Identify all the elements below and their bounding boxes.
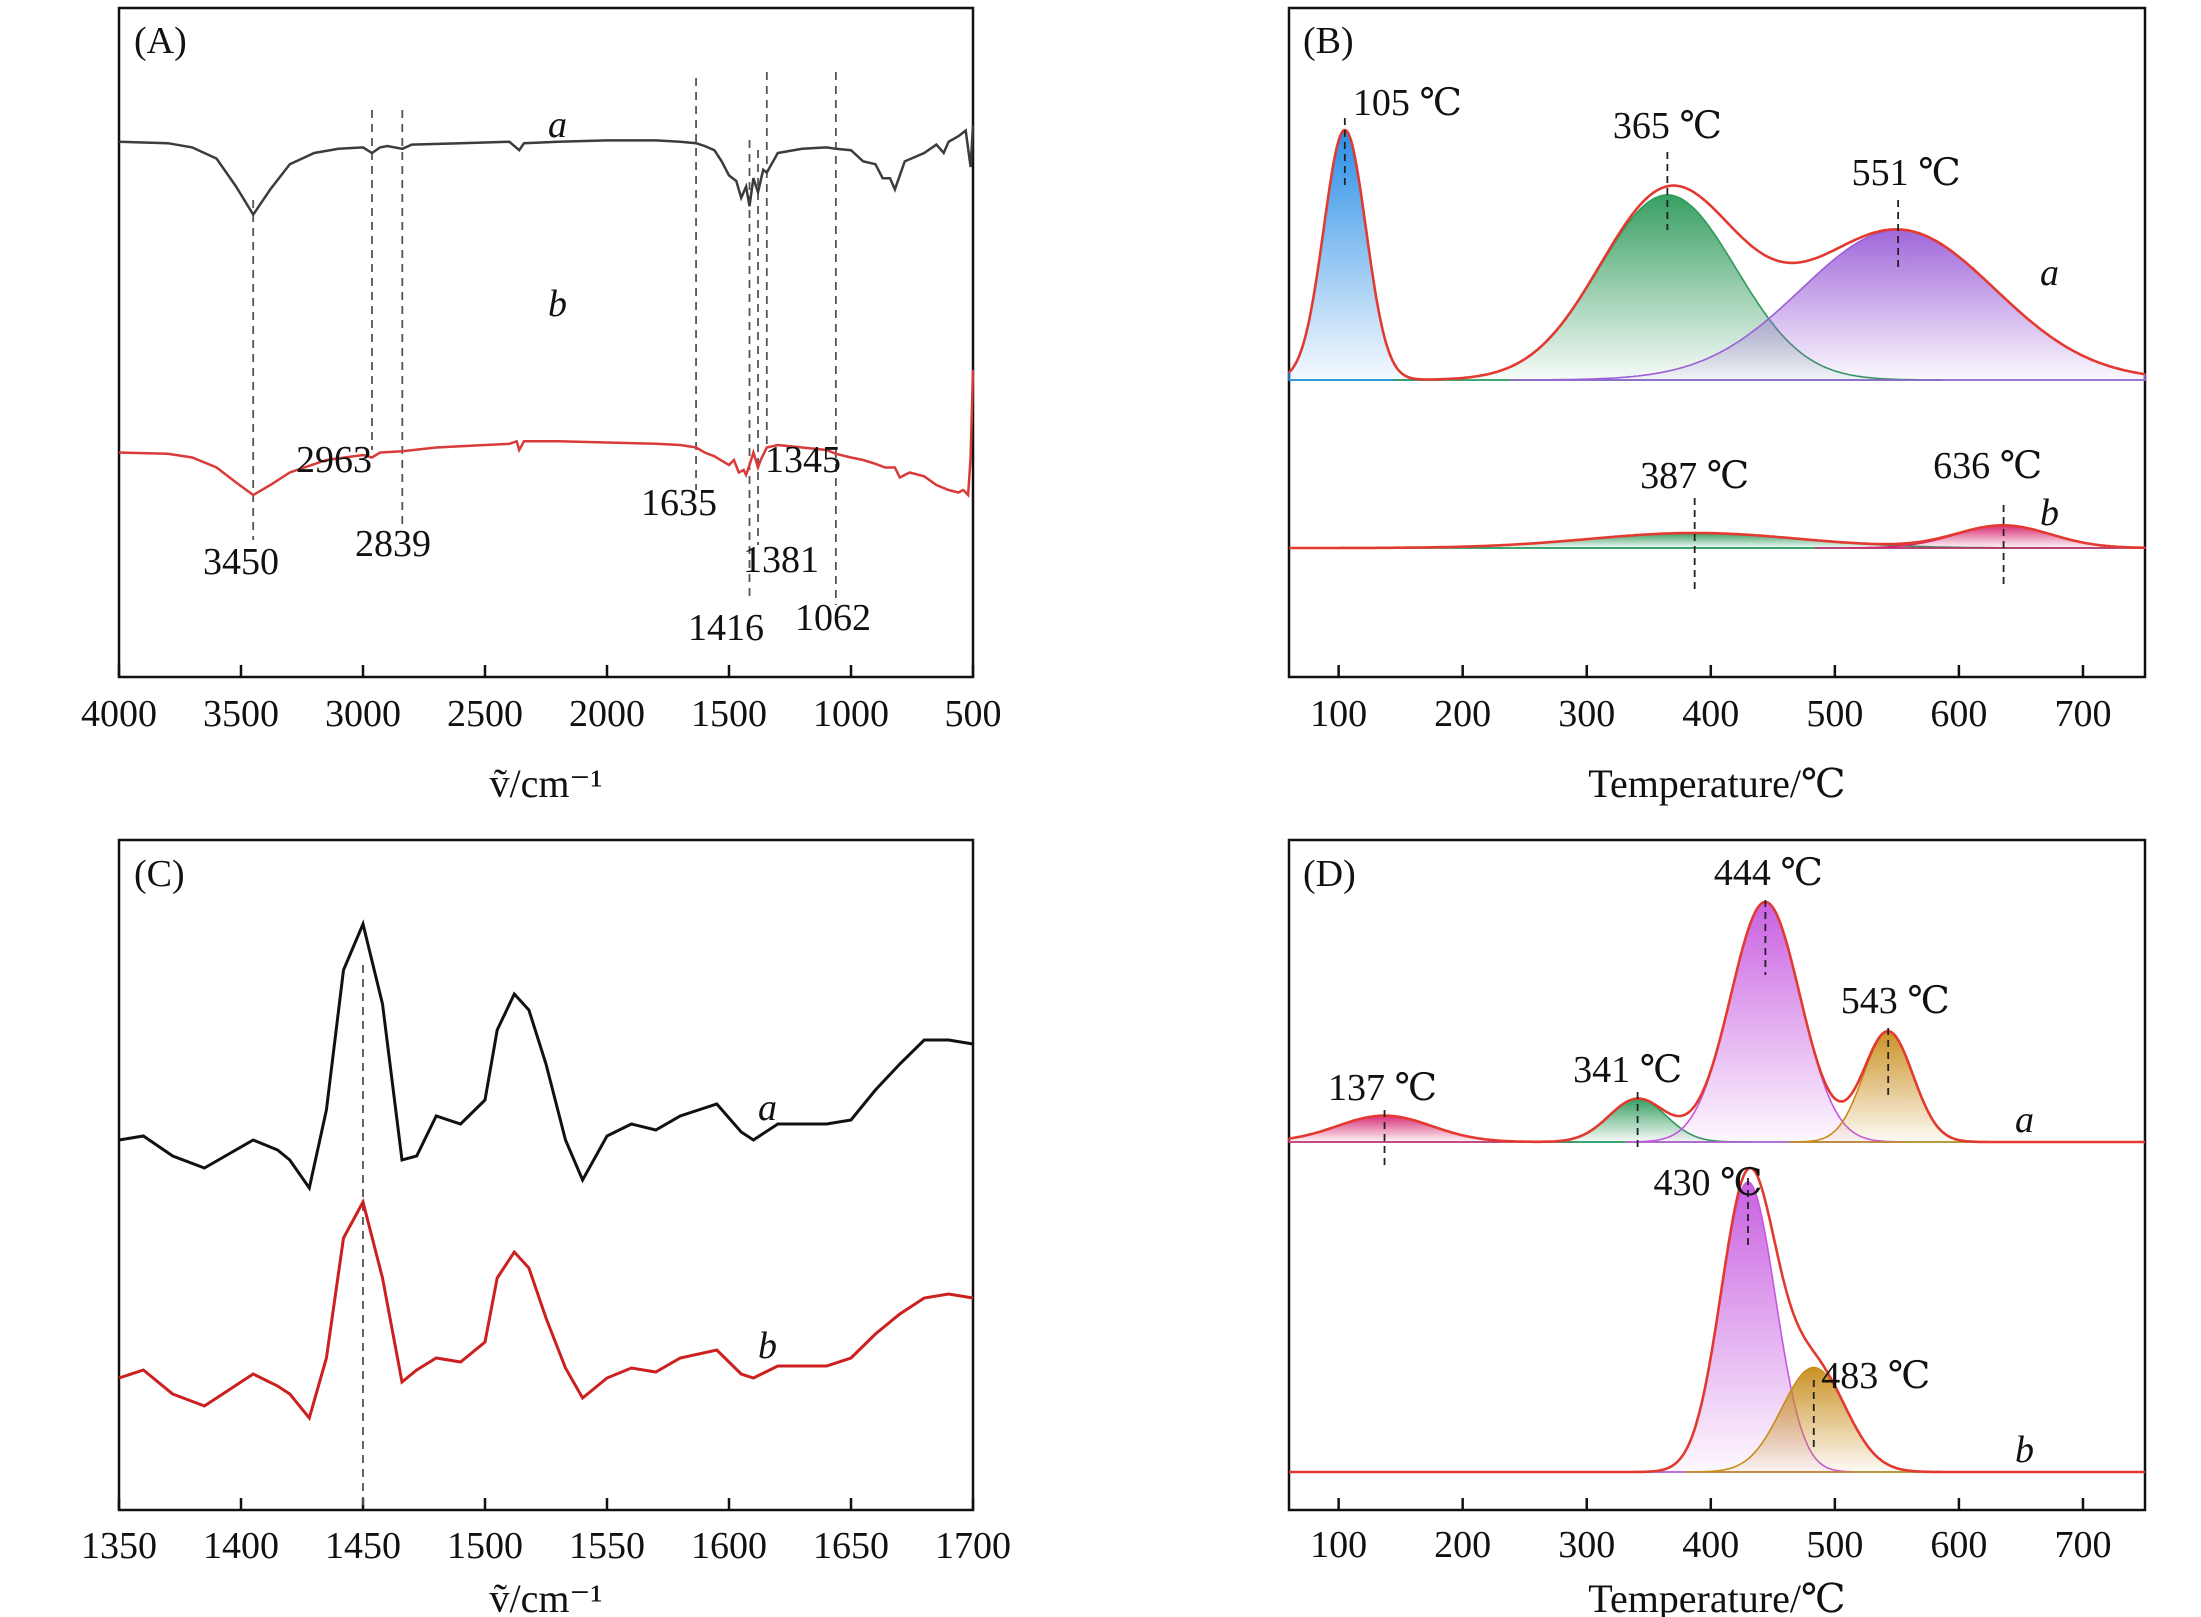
x-tick-label: 1500 [691,693,767,735]
panel-b-series-a-label: a [2040,252,2059,294]
peak-label-a-444: 444 ℃ [1714,852,1823,894]
fit-curve-b [1289,1166,2145,1474]
x-tick-label: 1650 [813,1525,889,1567]
panel-a-series-a-line [118,124,975,217]
x-tick-label: 1700 [935,1525,1011,1567]
panel-a-x-ticks: 4000 3500 3000 2500 2000 1500 1000 500 [81,665,1002,735]
panel-c-x-axis-label: ṽ/cm⁻¹ [489,1576,602,1617]
x-tick-label: 600 [1930,693,1987,735]
panel-a-frame [117,6,975,679]
panel-d-label: (D) [1303,853,1356,895]
x-tick-label: 1000 [813,693,889,735]
x-tick-label: 4000 [81,693,157,735]
x-tick-label: 1600 [691,1525,767,1567]
x-tick-label: 2000 [569,693,645,735]
panel-b-series-b-label: b [2040,492,2059,534]
annotation-3450: 3450 [203,541,279,583]
panel-d: (D) 100 200 300 400 500 600 700 137 ℃ 341 ℃ 444 … [1287,838,2147,1617]
panel-c-x-ticks: 1350 1400 1450 1500 1550 1600 1650 1700 [81,1498,1011,1567]
annotation-1345: 1345 [765,439,841,481]
annotation-2963: 2963 [296,439,372,481]
x-tick-label: 1550 [569,1525,645,1567]
peak-label-b-387: 387 ℃ [1640,455,1749,497]
panel-d-series-a-label: a [2015,1099,2034,1141]
peak-label-a-365: 365 ℃ [1613,105,1722,147]
annotation-1381: 1381 [743,539,819,581]
x-tick-label: 2500 [447,693,523,735]
peak-label-b-430: 430 ℃ [1654,1162,1763,1204]
panel-b: (B) 100 200 300 400 500 600 700 105 ℃ 365 ℃ 551 … [1287,6,2147,806]
x-tick-label: 3500 [203,693,279,735]
panel-d-series-b-label: b [2015,1429,2034,1471]
x-tick-label: 500 [1806,693,1863,735]
x-tick-label: 300 [1558,1524,1615,1566]
peak-label-b-483: 483 ℃ [1821,1355,1930,1397]
x-tick-label: 100 [1310,693,1367,735]
x-tick-label: 1350 [81,1525,157,1567]
peak-label-a-543: 543 ℃ [1841,980,1950,1022]
panel-a-x-axis-label: ṽ/cm⁻¹ [489,761,602,806]
annotation-1635: 1635 [641,482,717,524]
annotation-2839: 2839 [355,523,431,565]
annotation-1062: 1062 [795,597,871,639]
x-tick-label: 100 [1310,1524,1367,1566]
peak-label-a-551: 551 ℃ [1852,152,1961,194]
fit-curve-a [1288,128,2146,381]
fit-curve-b [1289,524,2145,550]
panel-c: (C) 1350 1400 1450 1500 1550 1600 1650 1700 a b… [81,838,1011,1617]
panel-d-frame [1287,838,2147,1512]
x-tick-label: 1400 [203,1525,279,1567]
x-tick-label: 400 [1682,693,1739,735]
annotation-1416: 1416 [688,607,764,649]
panel-b-label: (B) [1303,20,1354,62]
x-tick-label: 300 [1558,693,1615,735]
x-tick-label: 1500 [447,1525,523,1567]
panel-b-frame [1287,6,2147,679]
fit-curve-a [1288,900,2145,1144]
peak-label-b-636: 636 ℃ [1933,445,2042,487]
panel-d-peaks: 137 ℃ 341 ℃ 444 ℃ 543 ℃ 430 ℃ 483 ℃ [1288,852,2145,1474]
x-tick-label: 700 [2054,1524,2111,1566]
panel-b-x-axis-label: Temperature/℃ [1588,761,1845,806]
panel-a-series-b-label: b [548,283,567,325]
peak-label-a-341: 341 ℃ [1573,1049,1682,1091]
panel-a: (A) 4000 3500 3000 2500 2000 1500 1000 500 a b … [81,6,1002,806]
panel-c-series-b-label: b [758,1325,777,1367]
panel-c-label: (C) [134,853,185,895]
panel-d-x-axis-label: Temperature/℃ [1588,1576,1845,1617]
panel-c-series-a-line [118,919,974,1192]
panel-d-x-ticks: 100 200 300 400 500 600 700 [1310,1498,2111,1566]
x-tick-label: 500 [945,693,1002,735]
panel-a-series-b-line [118,369,975,498]
panel-c-series-a-label: a [758,1087,777,1129]
panel-a-series-a-label: a [548,104,567,146]
panel-b-peaks: 105 ℃ 365 ℃ 551 ℃ 387 ℃ 636 ℃ [1288,82,2146,590]
x-tick-label: 3000 [325,693,401,735]
x-tick-label: 200 [1434,693,1491,735]
x-tick-label: 500 [1806,1524,1863,1566]
panel-b-x-ticks: 100 200 300 400 500 600 700 [1310,665,2111,735]
panel-a-label: (A) [134,20,187,62]
x-tick-label: 600 [1930,1524,1987,1566]
panel-c-frame [117,838,975,1512]
panel-c-series-b-line [118,1197,974,1422]
peak-a-105 [1288,129,1430,381]
x-tick-label: 1450 [325,1525,401,1567]
panel-a-dashed-lines [252,72,837,605]
peak-label-a-137: 137 ℃ [1328,1067,1437,1109]
x-tick-label: 700 [2054,693,2111,735]
x-tick-label: 200 [1434,1524,1491,1566]
peak-label-a-105: 105 ℃ [1353,82,1462,124]
x-tick-label: 400 [1682,1524,1739,1566]
